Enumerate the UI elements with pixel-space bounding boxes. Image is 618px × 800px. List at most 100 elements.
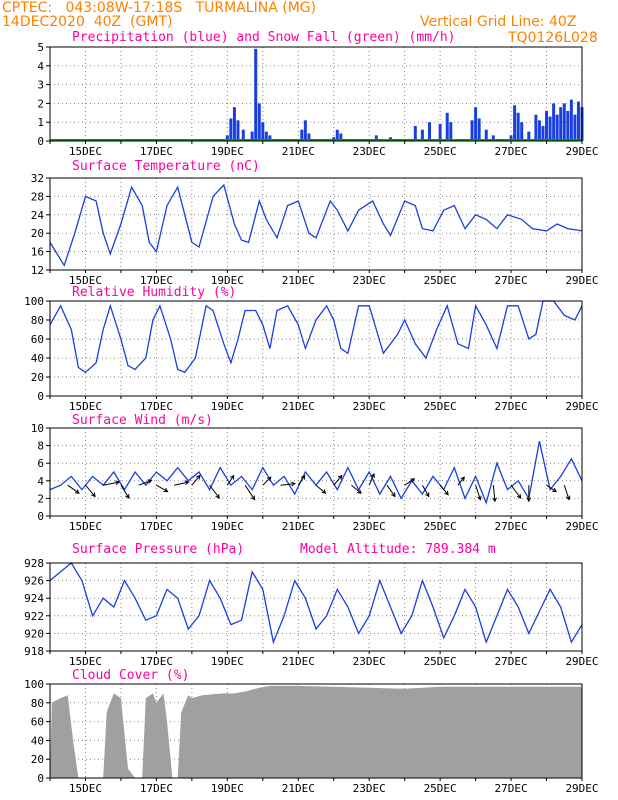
panel-title: Precipitation (blue) and Snow Fall (gree…: [72, 30, 456, 45]
wind-arrow: [457, 476, 465, 486]
y-tick-label: 10: [31, 422, 44, 435]
precip-bar: [307, 133, 311, 141]
x-tick-label: 25DEC: [424, 400, 457, 413]
y-tick-label: 0: [37, 390, 44, 403]
chart-panel-4: [46, 427, 583, 519]
x-tick-label: 27DEC: [495, 145, 528, 158]
precip-bar: [241, 129, 245, 141]
wind-arrow: [191, 475, 201, 486]
precip-bar: [513, 105, 517, 141]
x-tick-label: 29DEC: [565, 782, 598, 795]
x-tick-label: 17DEC: [140, 782, 173, 795]
wind-arrow-head: [526, 497, 532, 503]
wind-arrow-head: [492, 497, 497, 503]
y-tick-label: 2: [37, 492, 44, 505]
precip-bar: [491, 135, 495, 141]
y-tick-label: 100: [24, 295, 44, 308]
chart-panel-5: [46, 562, 583, 654]
x-tick-label: 19DEC: [211, 655, 244, 668]
precip-bar: [548, 116, 552, 141]
precip-bar: [520, 122, 524, 141]
precip-bar: [573, 114, 577, 141]
wind-arrow-head: [125, 493, 130, 499]
wind-arrow-head: [370, 473, 375, 479]
wind-arrow-head: [460, 476, 465, 482]
precip-bar: [268, 135, 272, 141]
wind-arrow: [368, 473, 375, 486]
panel-subtitle: Model Altitude: 789.384 m: [300, 542, 496, 557]
x-tick-label: 25DEC: [424, 145, 457, 158]
precip-bar: [516, 112, 520, 141]
wind-arrow-head: [391, 492, 396, 498]
y-tick-label: 0: [37, 772, 44, 785]
series-line: [49, 300, 583, 374]
precip-bar: [254, 48, 258, 141]
x-tick-label: 29DEC: [565, 400, 598, 413]
y-tick-label: 918: [24, 645, 44, 658]
wind-arrow-head: [163, 487, 169, 493]
wind-arrow: [475, 485, 481, 500]
panel-title: Cloud Cover (%): [72, 668, 189, 683]
precip-bar: [552, 103, 556, 141]
chart-panel-6: [46, 683, 583, 781]
plot-frame: [49, 46, 583, 142]
wind-arrow: [262, 476, 272, 486]
wind-arrow-head: [147, 479, 153, 484]
wind-arrow-head: [337, 474, 343, 480]
y-tick-label: 0: [37, 510, 44, 523]
x-tick-label: 23DEC: [353, 145, 386, 158]
chart-panel-2: [46, 177, 583, 273]
x-tick-label: 27DEC: [495, 782, 528, 795]
x-tick-label: 21DEC: [282, 520, 315, 533]
x-tick-label: 15DEC: [69, 274, 102, 287]
wind-arrow-head: [184, 480, 190, 486]
x-tick-label: 29DEC: [565, 655, 598, 668]
wind-arrow: [546, 484, 557, 493]
x-tick-label: 29DEC: [565, 274, 598, 287]
x-tick-label: 17DEC: [140, 520, 173, 533]
plot-frame: [49, 562, 583, 652]
precip-bar: [541, 125, 545, 141]
x-tick-label: 15DEC: [69, 655, 102, 668]
plot-frame: [49, 177, 583, 271]
precip-bar: [474, 107, 478, 141]
series-line: [49, 183, 583, 267]
header-grid-line-note: Vertical Grid Line: 40Z: [420, 14, 577, 30]
precip-bar: [232, 107, 236, 141]
x-tick-label: 27DEC: [495, 520, 528, 533]
y-tick-label: 4: [37, 60, 44, 73]
y-tick-label: 8: [37, 440, 44, 453]
header-line1: CPTEC: 043:08W-17:18S TURMALINA (MG): [2, 0, 317, 16]
plot-frame: [49, 300, 583, 397]
x-tick-label: 27DEC: [495, 400, 528, 413]
y-tick-label: 40: [31, 734, 44, 747]
wind-arrow: [103, 481, 120, 486]
precip-bar: [264, 131, 268, 141]
x-tick-label: 21DEC: [282, 400, 315, 413]
x-tick-label: 21DEC: [282, 274, 315, 287]
wind-arrow: [386, 484, 396, 497]
precip-bar: [374, 135, 378, 141]
precip-bar: [562, 103, 566, 141]
wind-arrow: [156, 484, 168, 493]
precip-bar: [250, 131, 254, 141]
wind-arrow: [209, 484, 220, 499]
precip-bar: [566, 110, 570, 141]
x-tick-label: 29DEC: [565, 145, 598, 158]
wind-arrow-head: [552, 487, 558, 493]
y-tick-label: 4: [37, 475, 44, 488]
y-tick-label: 80: [31, 314, 44, 327]
precip-bar: [484, 129, 488, 141]
precip-bar: [449, 122, 453, 141]
y-tick-label: 926: [24, 575, 44, 588]
x-tick-label: 15DEC: [69, 782, 102, 795]
y-tick-label: 28: [31, 190, 44, 203]
wind-arrow-head: [195, 474, 201, 480]
wind-arrow: [315, 484, 326, 494]
precip-bar: [413, 125, 417, 141]
header-model-id: TQ0126L028: [508, 30, 598, 46]
y-tick-label: 20: [31, 371, 44, 384]
x-tick-label: 21DEC: [282, 782, 315, 795]
precip-bar: [261, 122, 265, 141]
